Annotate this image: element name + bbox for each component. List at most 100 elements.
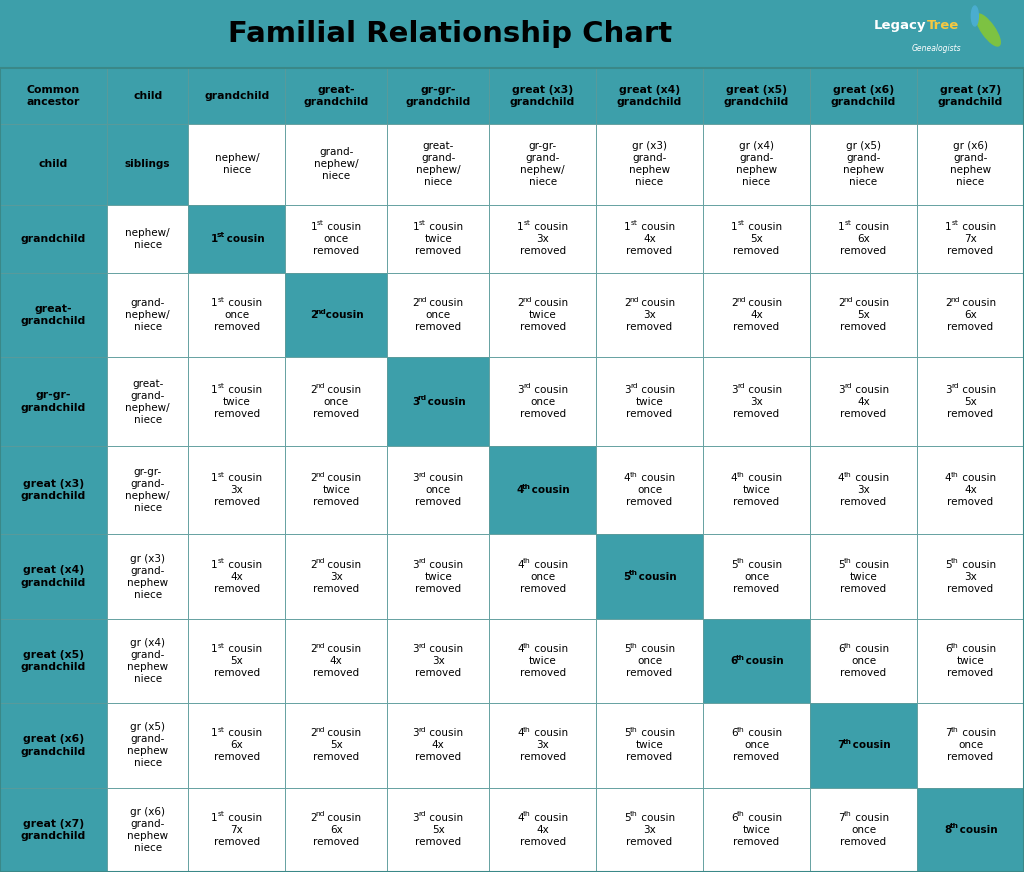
Text: grandchild: grandchild [510,98,575,107]
Text: 3: 3 [624,385,631,395]
Text: rd: rd [523,384,530,389]
Text: twice: twice [323,485,350,495]
Text: removed: removed [841,668,887,678]
Text: th: th [951,727,958,733]
Text: cousin: cousin [744,813,781,823]
Text: great (x5): great (x5) [23,650,84,660]
Text: th: th [630,472,638,478]
Text: nephew: nephew [127,746,168,756]
Text: th: th [630,812,638,817]
Bar [489,446,596,535]
Text: once: once [744,740,769,751]
Text: 1: 1 [838,221,845,232]
Text: removed: removed [519,668,565,678]
Text: 4x: 4x [965,485,977,495]
Text: cousin: cousin [638,728,675,739]
Text: 6x: 6x [857,234,870,244]
Text: 4x: 4x [330,656,343,666]
Text: nephew/: nephew/ [314,160,358,169]
Text: grandchild: grandchild [616,98,682,107]
Text: gr-gr-: gr-gr- [36,391,72,400]
Text: rd: rd [418,395,427,401]
Text: twice: twice [424,571,452,582]
Bar [286,205,387,273]
Text: 3x: 3x [537,740,549,751]
Text: great (x3): great (x3) [23,479,84,489]
Text: grandchild: grandchild [724,98,790,107]
Text: twice: twice [742,485,770,495]
Text: removed: removed [947,497,993,508]
Text: siblings: siblings [125,160,170,169]
Text: cousin: cousin [958,473,995,483]
Bar [489,273,596,358]
Text: removed: removed [214,753,260,762]
Text: cousin: cousin [225,813,262,823]
Bar [106,619,188,703]
Bar [0,0,1024,68]
Bar [810,273,918,358]
Text: nephew: nephew [843,166,884,175]
Text: twice: twice [424,234,452,244]
Text: twice: twice [850,571,878,582]
Text: st: st [419,221,426,227]
Text: cousin: cousin [638,385,675,395]
Text: 6x: 6x [330,825,343,835]
Bar [0,787,106,872]
Text: cousin: cousin [426,298,463,308]
Text: 5x: 5x [751,234,763,244]
Text: 1: 1 [211,813,218,823]
Text: cousin: cousin [849,740,891,751]
Text: 5: 5 [624,728,631,739]
Text: grand-: grand- [130,650,165,660]
Text: removed: removed [627,323,673,332]
Text: th: th [950,823,959,829]
Text: cousin: cousin [852,298,889,308]
Bar [918,125,1024,205]
Text: removed: removed [415,323,461,332]
Text: removed: removed [627,668,673,678]
Text: 4: 4 [517,644,523,654]
Bar [387,68,489,125]
Text: cousin: cousin [225,728,262,739]
Text: Genealogists: Genealogists [912,44,962,53]
Text: removed: removed [214,409,260,419]
Bar [703,703,810,787]
Text: removed: removed [519,409,565,419]
Bar [188,703,286,787]
Text: removed: removed [841,246,887,255]
Text: st: st [317,221,324,227]
Text: st: st [218,384,224,389]
Bar [489,535,596,619]
Text: 2: 2 [624,298,631,308]
Text: once: once [637,656,663,666]
Text: removed: removed [627,837,673,847]
Text: 3: 3 [413,473,419,483]
Text: th: th [844,472,852,478]
Text: once: once [324,234,349,244]
Text: 2: 2 [731,298,737,308]
Text: 4x: 4x [537,825,549,835]
Bar [489,68,596,125]
Text: removed: removed [627,409,673,419]
Text: cousin: cousin [530,385,567,395]
Text: gr (x4): gr (x4) [130,638,165,648]
Bar [596,619,703,703]
Text: nephew/: nephew/ [215,153,259,163]
Text: th: th [951,558,958,564]
Text: 6: 6 [838,644,845,654]
Bar [596,358,703,446]
Text: 1: 1 [731,221,737,232]
Text: 2: 2 [413,298,419,308]
Text: 2: 2 [838,298,845,308]
Text: gr (x4): gr (x4) [739,141,774,152]
Text: grandchild: grandchild [938,98,1004,107]
Text: great (x6): great (x6) [23,734,84,744]
Bar [596,125,703,205]
Text: 4: 4 [945,473,951,483]
Text: 3x: 3x [643,310,656,320]
Text: cousin: cousin [426,728,463,739]
Text: 3x: 3x [751,397,763,406]
Text: niece: niece [134,759,162,768]
Bar [106,446,188,535]
Text: th: th [844,739,852,745]
